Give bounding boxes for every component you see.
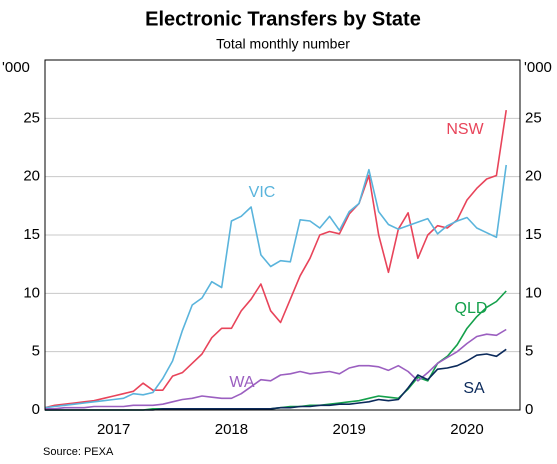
series-line [44,164,508,409]
series-line [45,328,507,410]
y-tick-label: 20 [23,168,40,185]
series-line [45,290,507,411]
series-line [45,348,507,411]
series-label: VIC [249,184,276,201]
y2-tick-label: 15 [525,226,542,243]
series-label: NSW [446,121,484,138]
series-line [44,110,508,409]
y-unit-left: '000 [2,59,30,76]
series-label: SA [463,380,485,397]
y2-tick-label: 5 [525,343,533,360]
y-unit-right: '000 [524,59,552,76]
y2-tick-label: 25 [525,109,542,126]
series-label: WA [229,374,255,391]
x-tick-label: 2018 [215,421,248,438]
series-label: QLD [455,300,488,317]
x-tick-label: 2017 [97,421,130,438]
y-tick-label: 5 [32,343,40,360]
y2-tick-label: 20 [525,168,542,185]
chart-title: Electronic Transfers by State [145,8,421,30]
y-tick-label: 15 [23,226,40,243]
plot-frame [44,59,521,411]
y-tick-label: 25 [23,109,40,126]
y2-tick-label: 10 [525,284,542,301]
y2-tick-label: 0 [525,401,533,418]
y-tick-label: 10 [23,284,40,301]
chart-subtitle: Total monthly number [216,36,350,52]
x-tick-label: 2020 [450,421,483,438]
x-tick-label: 2019 [333,421,366,438]
source-note: Source: PEXA [43,446,114,458]
y-tick-label: 0 [32,401,40,418]
